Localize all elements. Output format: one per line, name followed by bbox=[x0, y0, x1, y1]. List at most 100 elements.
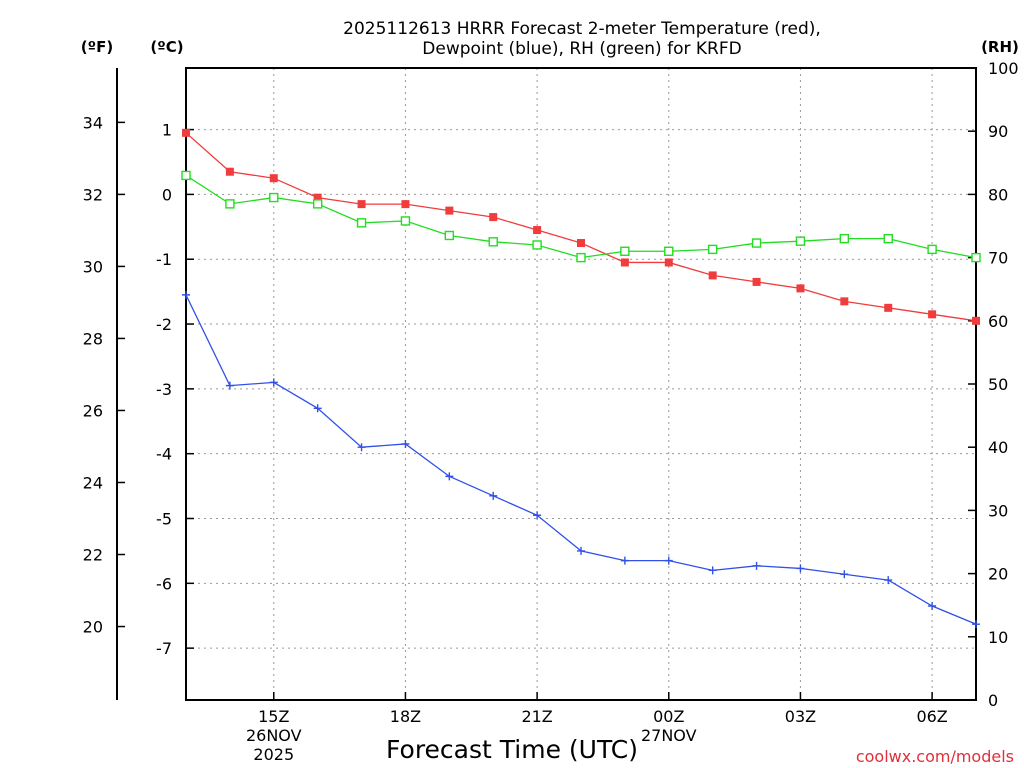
celsius-tick-label: -3 bbox=[156, 380, 172, 399]
fahrenheit-tick-label: 28 bbox=[83, 329, 103, 348]
temperature-point bbox=[182, 128, 190, 137]
dewpoint-point bbox=[840, 570, 849, 579]
series-layer bbox=[181, 128, 981, 629]
dewpoint-point bbox=[489, 491, 498, 500]
temperature-point bbox=[445, 206, 454, 215]
rh-point bbox=[883, 233, 893, 244]
rh-tick-label: 10 bbox=[988, 628, 1008, 647]
dewpoint-point bbox=[182, 290, 190, 299]
rh-tick-label: 100 bbox=[988, 59, 1019, 78]
temperature-point bbox=[708, 271, 717, 280]
dewpoint-point bbox=[401, 439, 410, 448]
plot-frame bbox=[185, 67, 977, 701]
fahrenheit-tick-label: 24 bbox=[83, 473, 103, 492]
rh-tick-label: 80 bbox=[988, 185, 1008, 204]
celsius-unit-label: (ºC) bbox=[150, 38, 183, 56]
dewpoint-point bbox=[225, 381, 234, 390]
temperature-point bbox=[401, 200, 410, 209]
dewpoint-point bbox=[752, 561, 761, 570]
dewpoint-point bbox=[357, 443, 366, 452]
dewpoint-point bbox=[313, 404, 322, 413]
celsius-tick-label: -4 bbox=[156, 445, 172, 464]
chart-title-line2: Dewpoint (blue), RH (green) for KRFD bbox=[422, 39, 741, 59]
dewpoint-point bbox=[928, 602, 937, 611]
temperature-line bbox=[185, 132, 977, 322]
rh-point bbox=[488, 237, 498, 247]
rh-point bbox=[795, 236, 806, 246]
celsius-tick-label: 1 bbox=[162, 121, 172, 140]
temperature-point bbox=[884, 303, 893, 312]
temperature-point bbox=[533, 226, 542, 235]
rh-point bbox=[400, 216, 411, 226]
celsius-tick-label: -1 bbox=[156, 250, 172, 269]
dewpoint-point bbox=[664, 556, 673, 565]
temperature-point bbox=[313, 193, 322, 202]
temperature-point bbox=[840, 297, 849, 306]
temperature-point bbox=[269, 174, 278, 183]
temperature-point bbox=[664, 258, 673, 267]
rh-tick-label: 20 bbox=[988, 565, 1008, 584]
rh-tick-label: 90 bbox=[988, 122, 1008, 141]
temperature-point bbox=[620, 258, 629, 267]
rh-point bbox=[181, 170, 191, 181]
rh-point bbox=[751, 238, 762, 248]
temperature-point bbox=[928, 310, 937, 319]
rh-tick-label: 30 bbox=[988, 501, 1008, 520]
rh-tick-label: 50 bbox=[988, 375, 1008, 394]
dewpoint-point bbox=[533, 511, 542, 520]
fahrenheit-tick-label: 34 bbox=[83, 113, 103, 132]
x-tick-date: 27NOV bbox=[641, 726, 697, 745]
rh-point bbox=[444, 230, 455, 241]
x-tick-label: 21Z bbox=[521, 707, 552, 726]
dewpoint-point bbox=[577, 546, 585, 555]
temperature-point bbox=[225, 167, 234, 176]
rh-point bbox=[312, 199, 323, 209]
grid-layer bbox=[186, 68, 976, 700]
rh-tick-label: 0 bbox=[988, 691, 998, 710]
rh-point bbox=[620, 246, 630, 256]
temperature-point bbox=[489, 213, 498, 222]
x-tick-label: 18Z bbox=[390, 707, 421, 726]
fahrenheit-tick-label: 20 bbox=[83, 618, 103, 637]
celsius-tick-label: -2 bbox=[156, 315, 172, 334]
x-axis-title: Forecast Time (UTC) bbox=[386, 735, 638, 764]
credit-link[interactable]: coolwx.com/models bbox=[856, 747, 1014, 766]
dewpoint-point bbox=[445, 472, 454, 481]
temperature-point bbox=[577, 239, 585, 248]
x-tick-label: 03Z bbox=[785, 707, 816, 726]
celsius-tick-label: -6 bbox=[156, 574, 172, 593]
chart-title-line1: 2025112613 HRRR Forecast 2-meter Tempera… bbox=[343, 19, 821, 39]
dewpoint-point bbox=[708, 566, 717, 575]
celsius-tick-label: 0 bbox=[162, 185, 172, 204]
rh-point bbox=[707, 244, 718, 255]
dewpoint-line bbox=[185, 294, 977, 625]
x-tick-label: 00Z bbox=[653, 707, 684, 726]
temperature-point bbox=[752, 277, 761, 286]
dewpoint-point bbox=[796, 564, 805, 573]
fahrenheit-tick-label: 26 bbox=[83, 401, 103, 420]
celsius-tick-label: -5 bbox=[156, 510, 172, 529]
rh-point bbox=[225, 199, 235, 209]
rh-point bbox=[532, 240, 542, 250]
rh-point bbox=[576, 252, 586, 263]
rh-point bbox=[927, 244, 937, 255]
celsius-tick-label: -7 bbox=[156, 639, 172, 658]
rh-tick-label: 70 bbox=[988, 249, 1008, 268]
fahrenheit-tick-label: 22 bbox=[83, 546, 103, 565]
rh-point bbox=[839, 233, 850, 244]
dewpoint-point bbox=[269, 378, 278, 387]
fahrenheit-tick-label: 30 bbox=[83, 257, 103, 276]
rh-tick-label: 40 bbox=[988, 438, 1008, 457]
temperature-point bbox=[796, 284, 805, 293]
rh-point bbox=[664, 246, 674, 256]
temperature-point bbox=[972, 316, 980, 325]
rh-point bbox=[971, 252, 981, 263]
fahrenheit-tick-label: 32 bbox=[83, 185, 103, 204]
dewpoint-point bbox=[884, 576, 893, 585]
temperature-point bbox=[357, 200, 366, 209]
fahrenheit-unit-label: (ºF) bbox=[81, 38, 113, 56]
x-tick-label: 06Z bbox=[916, 707, 947, 726]
rh-point bbox=[269, 192, 279, 203]
